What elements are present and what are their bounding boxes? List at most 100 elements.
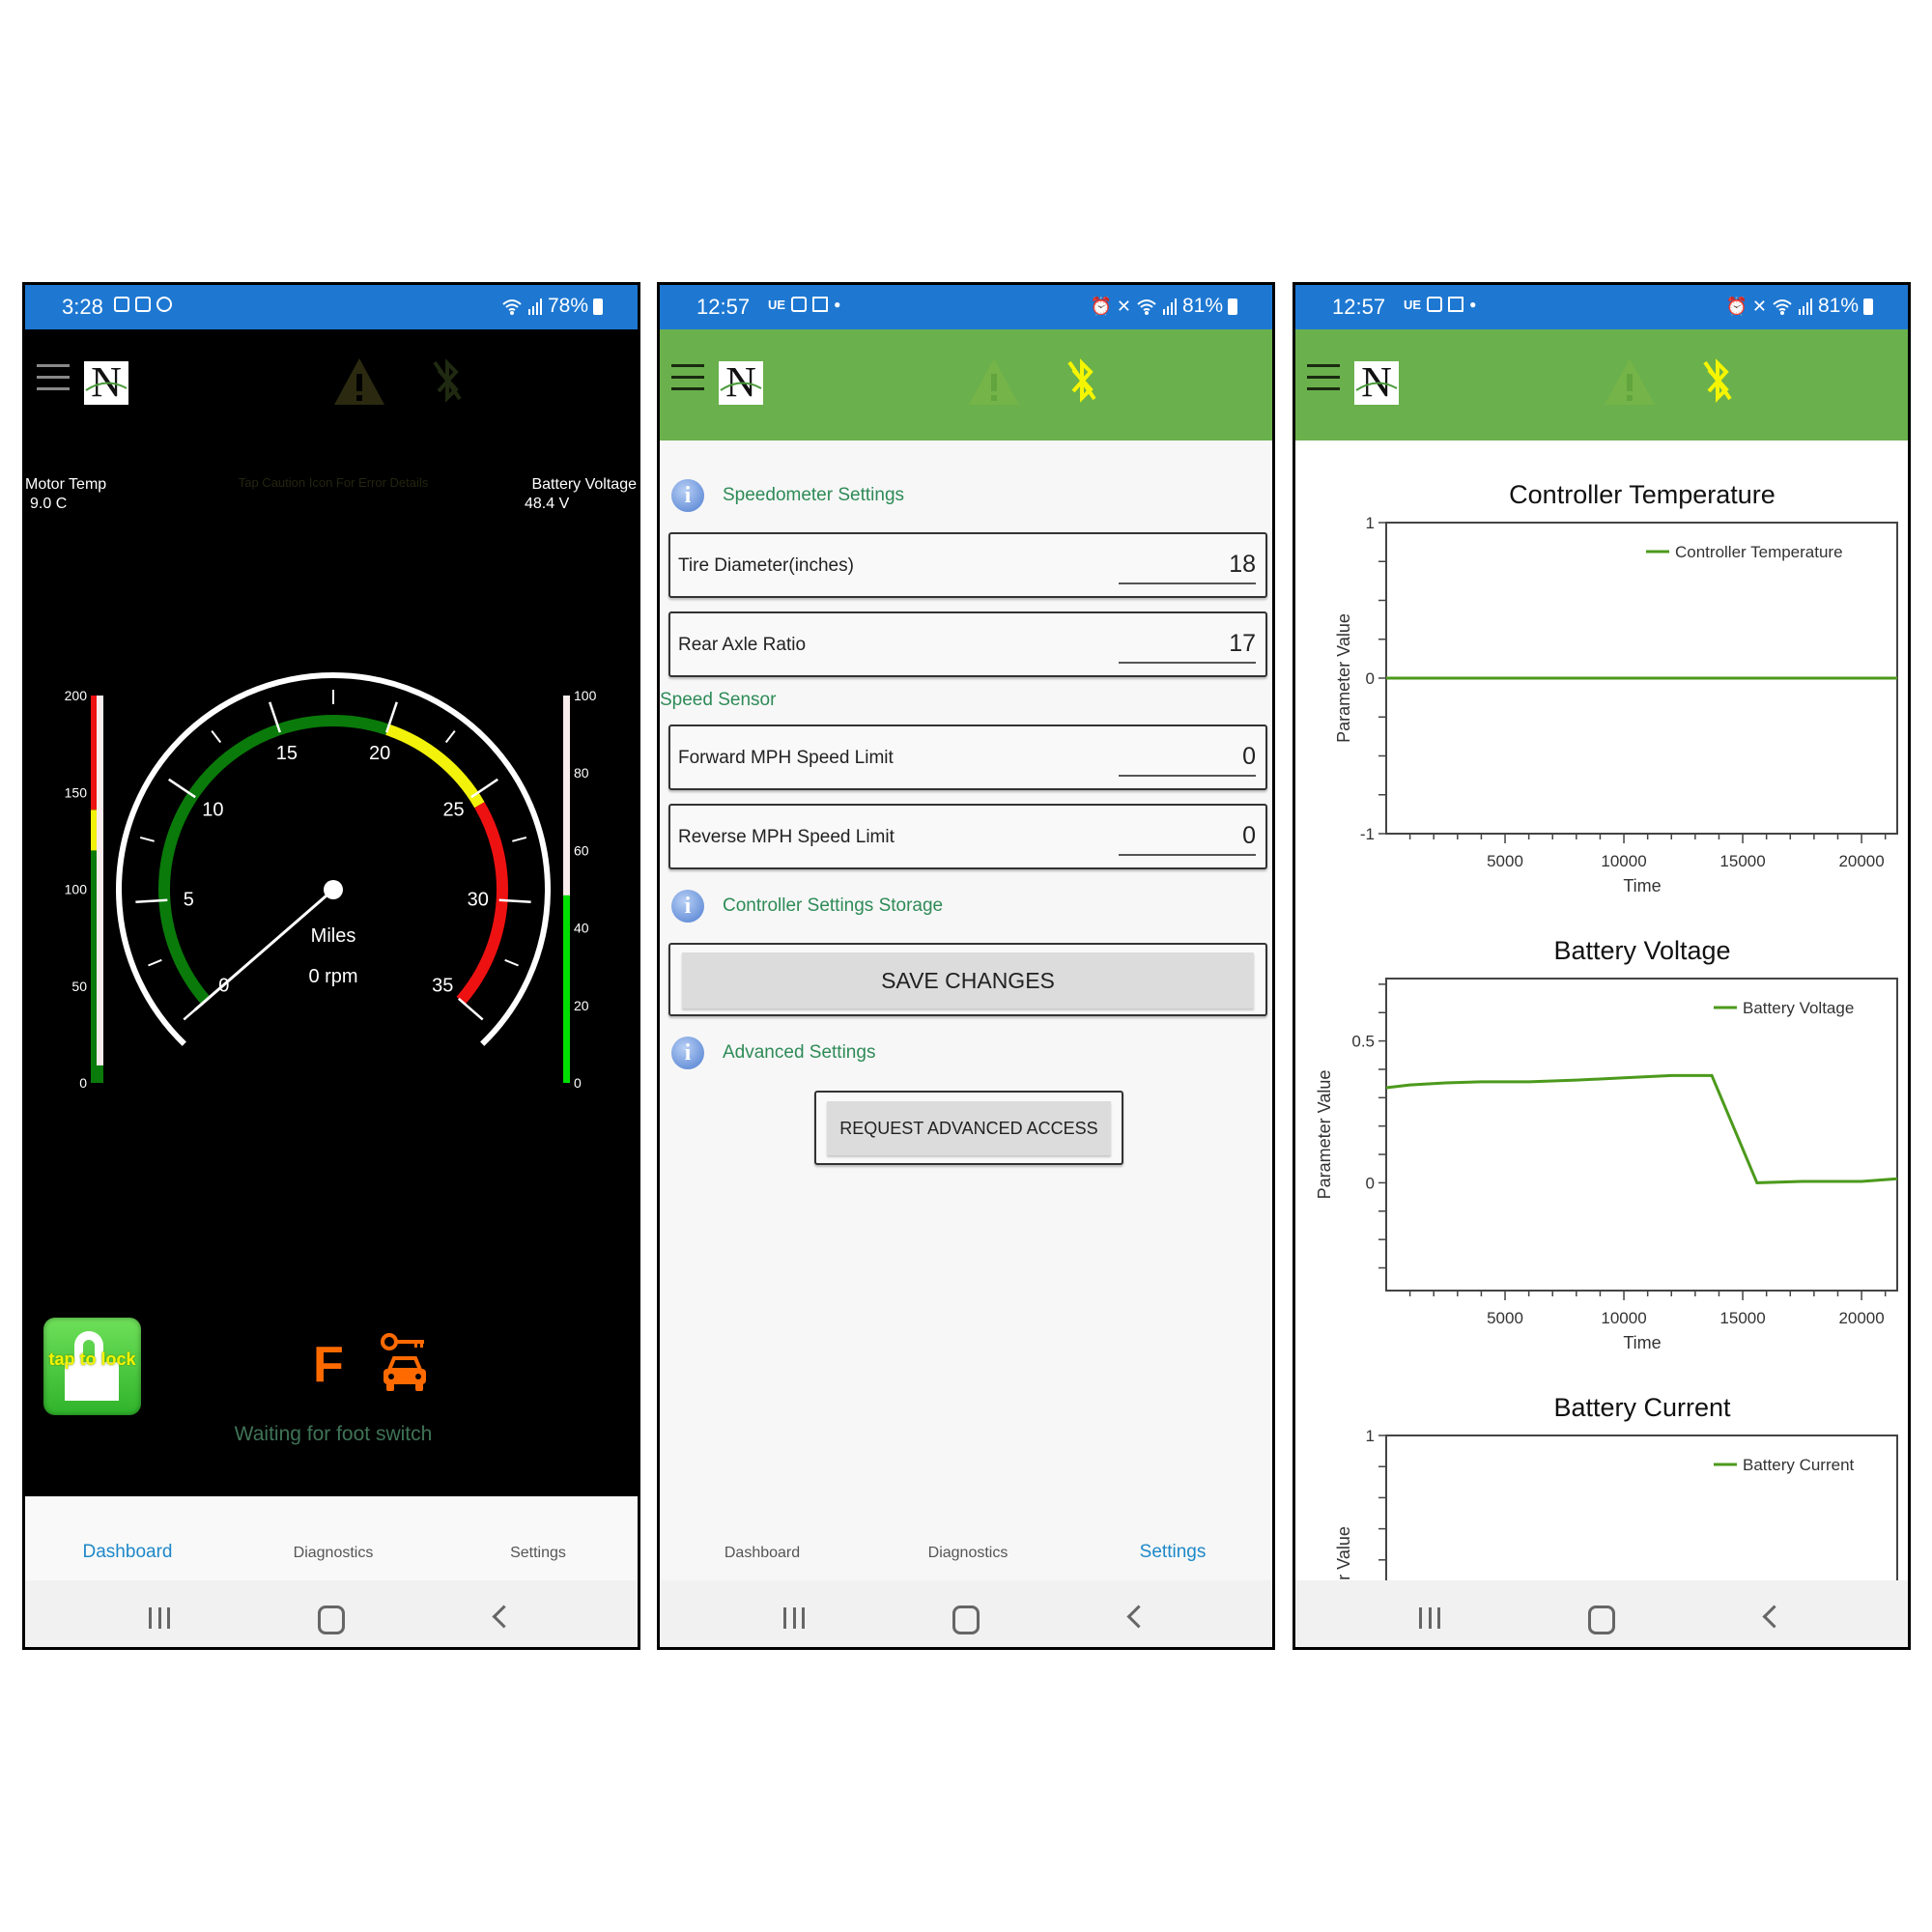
battery-voltage-value: 48.4 V (525, 496, 570, 512)
plot-area (1385, 978, 1898, 1292)
back-icon[interactable] (1126, 1605, 1151, 1629)
gmail-icon (812, 297, 829, 312)
bluetooth-disabled-icon[interactable] (431, 356, 464, 405)
info-icon[interactable]: i (671, 890, 704, 923)
x-tick-label: 5000 (1487, 1309, 1523, 1327)
forward-speed-limit-field[interactable]: Forward MPH Speed Limit 0 (668, 724, 1267, 790)
tab-settings[interactable]: Settings (510, 1545, 566, 1561)
request-advanced-access-button[interactable]: REQUEST ADVANCED ACCESS (827, 1101, 1111, 1155)
menu-icon[interactable] (37, 364, 70, 391)
advanced-settings-header: i Advanced Settings (660, 1037, 1272, 1071)
lock-button[interactable]: tap to lock (43, 1318, 141, 1415)
tire-diameter-input[interactable]: 18 (1229, 551, 1256, 578)
signal-icon (527, 298, 542, 315)
home-icon[interactable] (952, 1605, 980, 1634)
voltage-bar-label: 60 (574, 842, 589, 858)
gauge-minor-tick (512, 836, 527, 842)
warning-icon[interactable] (967, 356, 1021, 407)
voltage-bar-label: 80 (574, 765, 589, 781)
dot-icon: ● (834, 298, 841, 311)
motor-temp-bar-fill (97, 1065, 103, 1083)
save-changes-button[interactable]: SAVE CHANGES (682, 952, 1254, 1009)
battery-icon (1228, 298, 1237, 315)
gauge-label: 10 (202, 799, 223, 820)
motor-temp-value: 9.0 C (30, 496, 68, 512)
tab-diagnostics[interactable]: Diagnostics (293, 1545, 374, 1561)
logo: N (84, 359, 128, 406)
voltage-bar-empty (563, 696, 570, 895)
app-header: N (660, 329, 1272, 440)
gauge-zone-arc (385, 724, 485, 809)
voltage-bar-label: 100 (574, 688, 597, 703)
legend-label: Battery Voltage (1743, 999, 1854, 1017)
mail-icon (791, 297, 808, 312)
x-axis-label: Time (1623, 1333, 1661, 1352)
diagnostics-screen: Controller Temperature -1 0 1 5000 10000 15000… (1293, 282, 1911, 1650)
reverse-speed-limit-input[interactable]: 0 (1242, 822, 1256, 849)
tab-dashboard[interactable]: Dashboard (82, 1542, 173, 1562)
back-icon[interactable] (492, 1605, 516, 1629)
info-icon[interactable]: i (671, 479, 704, 512)
x-tick-label: 20000 (1838, 1309, 1884, 1327)
motor-temp-bar-label: 0 (79, 1075, 87, 1091)
tab-settings[interactable]: Settings (1139, 1542, 1207, 1562)
chart-title: Controller Temperature (1509, 480, 1776, 509)
battery-percent: 81% (1181, 295, 1223, 317)
logo: N (1354, 359, 1399, 406)
recent-apps-icon[interactable] (149, 1607, 170, 1629)
motor-temp-bar-label: 100 (65, 882, 88, 897)
info-icon[interactable]: i (671, 1037, 704, 1069)
voltage-bar-fill (563, 895, 570, 1083)
y-tick-label: 1 (1366, 1427, 1375, 1445)
back-icon[interactable] (1762, 1605, 1786, 1629)
y-tick-label: 0 (1366, 669, 1375, 688)
home-icon[interactable] (1588, 1605, 1615, 1634)
bluetooth-disabled-icon[interactable] (1701, 356, 1734, 405)
controller-storage-header: i Controller Settings Storage (660, 890, 1272, 924)
gauge-label: 30 (468, 889, 489, 910)
rear-axle-ratio-field[interactable]: Rear Axle Ratio 17 (668, 611, 1267, 677)
bluetooth-disabled-icon[interactable] (1065, 356, 1098, 405)
settings-screen: 12:57 UE ● ⏰ ✕ 81% N i Speedometer Setti… (657, 282, 1275, 1650)
recent-apps-icon[interactable] (1419, 1607, 1440, 1629)
tire-diameter-field[interactable]: Tire Diameter(inches) 18 (668, 532, 1267, 598)
forward-speed-limit-input[interactable]: 0 (1242, 743, 1256, 770)
wifi-icon (1137, 299, 1156, 315)
motor-temp-bar-label: 150 (65, 784, 88, 800)
y-tick-label: 0 (1366, 1174, 1375, 1192)
menu-icon[interactable] (671, 364, 704, 391)
wifi-icon (1773, 299, 1792, 315)
bottom-tabs: Dashboard Diagnostics Settings (660, 1496, 1272, 1580)
battery-voltage-label: Battery Voltage (531, 476, 637, 493)
temp-zone-segment (91, 810, 97, 851)
recent-apps-icon[interactable] (783, 1607, 805, 1629)
battery-icon (1863, 298, 1873, 315)
menu-icon[interactable] (1307, 364, 1340, 391)
speed-sensor-header: Speed Sensor (660, 690, 777, 710)
tab-diagnostics[interactable]: Diagnostics (927, 1545, 1009, 1561)
gauge-minor-tick (444, 730, 456, 744)
motor-temp-label: Motor Temp (25, 476, 107, 493)
battery-percent: 81% (1817, 295, 1859, 317)
x-tick-label: 10000 (1601, 852, 1646, 870)
unlocked-padlock-icon (74, 1331, 103, 1364)
warning-icon[interactable] (332, 356, 386, 407)
home-icon[interactable] (318, 1605, 345, 1634)
reverse-speed-limit-field[interactable]: Reverse MPH Speed Limit 0 (668, 804, 1267, 869)
motor-temp-bar-label: 200 (65, 688, 88, 703)
tab-dashboard[interactable]: Dashboard (724, 1545, 801, 1561)
gauge-major-tick (168, 778, 196, 799)
notes-icon (114, 297, 129, 312)
status-bar: 12:57 UE ● ⏰ ✕ 81% (1295, 285, 1908, 329)
rear-axle-ratio-input[interactable]: 17 (1229, 630, 1256, 657)
warning-icon[interactable] (1603, 356, 1657, 407)
system-nav-bar (25, 1580, 638, 1647)
signal-icon (1798, 298, 1812, 315)
voltage-bar-label: 0 (574, 1075, 582, 1091)
carrier-label: UE (768, 297, 786, 312)
bottom-tabs: Dashboard Diagnostics Settings (25, 1496, 638, 1580)
app-header: N (25, 329, 638, 440)
y-tick-label: 0.5 (1351, 1033, 1375, 1051)
temp-zone-segment (91, 696, 97, 810)
